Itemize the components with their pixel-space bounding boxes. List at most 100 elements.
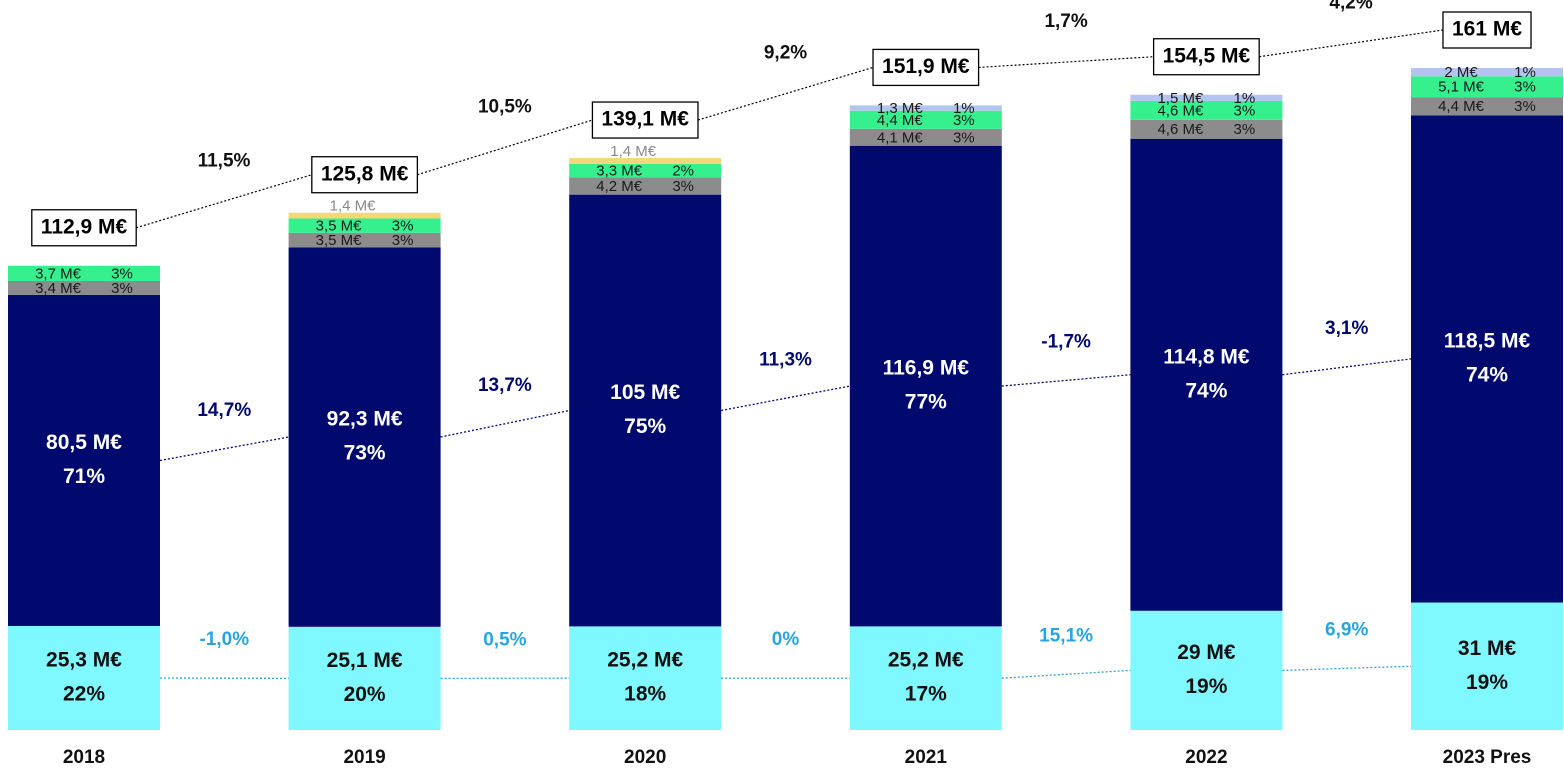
bar-segment — [849, 105, 1002, 111]
value-label: 1,5 M€ — [1157, 90, 1204, 107]
bar-segment — [849, 145, 1002, 627]
percent-label: 3% — [1234, 121, 1256, 138]
percent-label: 74% — [1466, 363, 1508, 386]
total-box — [31, 209, 137, 247]
percent-label: 19% — [1185, 675, 1227, 698]
x-tick-label: 2018 — [63, 747, 105, 768]
total-label: 151,9 M€ — [882, 55, 970, 78]
x-tick-label: 2022 — [1185, 747, 1227, 768]
trend-line — [1282, 358, 1412, 376]
percent-label: 3% — [111, 280, 133, 297]
percent-label: 73% — [344, 442, 386, 465]
bar-segment — [288, 247, 441, 627]
percent-label: 1% — [1514, 64, 1536, 81]
bar-segment — [1130, 610, 1283, 730]
value-label: 105 M€ — [610, 381, 680, 404]
total-growth-label: 11,5% — [198, 150, 251, 171]
trend-line — [721, 385, 850, 412]
value-label: 1,3 M€ — [877, 100, 924, 117]
total-growth-label: 4,2% — [1329, 0, 1372, 13]
value-label: 4,1 M€ — [877, 129, 924, 146]
value-label: 1,4 M€ — [610, 143, 657, 160]
value-label: 1,4 M€ — [330, 198, 377, 215]
percent-label: 3% — [1514, 79, 1536, 96]
bar-segment — [1411, 97, 1563, 116]
value-label: 5,1 M€ — [1438, 79, 1485, 96]
percent-label: 22% — [63, 683, 105, 706]
total-trend-line — [697, 66, 874, 121]
bar-segment — [1130, 94, 1283, 101]
value-label: 3,3 M€ — [596, 163, 643, 180]
total-box — [1152, 38, 1260, 76]
percent-label: 77% — [905, 391, 947, 414]
value-label: 4,2 M€ — [596, 178, 643, 195]
trend-line — [1282, 665, 1412, 672]
percent-label: 2% — [672, 163, 694, 180]
trend-line — [1001, 374, 1131, 387]
value-label: 118,5 M€ — [1444, 329, 1531, 352]
percent-label: 3% — [392, 232, 414, 249]
total-label: 125,8 M€ — [321, 162, 409, 185]
total-growth-label: 10,5% — [478, 96, 532, 117]
bar-segment — [1411, 68, 1563, 77]
value-label: 114,8 M€ — [1163, 345, 1250, 368]
trend-line — [1001, 669, 1131, 679]
x-tick-label: 2019 — [343, 747, 385, 768]
percent-label: 3% — [111, 265, 133, 282]
percent-label: 1% — [953, 100, 975, 117]
value-label: 31 M€ — [1458, 637, 1517, 660]
value-label: 25,2 M€ — [607, 649, 683, 672]
total-label: 154,5 M€ — [1163, 44, 1251, 67]
value-label: 3,5 M€ — [316, 218, 363, 235]
x-tick-label: 2021 — [905, 747, 948, 768]
value-label: 80,5 M€ — [46, 431, 122, 454]
bar-segment — [569, 158, 722, 164]
value-label: 2 M€ — [1444, 64, 1478, 81]
bar-segment — [849, 128, 1002, 146]
percent-label: 75% — [624, 415, 666, 438]
total-box — [311, 156, 419, 194]
value-label: 3,7 M€ — [35, 265, 82, 282]
value-label: 4,4 M€ — [877, 112, 924, 129]
growth-label: 13,7% — [478, 375, 532, 396]
bar-segment — [1130, 119, 1283, 139]
growth-label: 0,5% — [483, 629, 526, 650]
bar-segment — [569, 163, 722, 178]
total-trend-line — [978, 56, 1154, 69]
value-label: 29 M€ — [1177, 641, 1236, 664]
value-label: 25,2 M€ — [888, 649, 964, 672]
percent-label: 3% — [1514, 98, 1536, 115]
percent-label: 74% — [1185, 379, 1227, 402]
bar-segment — [1411, 115, 1563, 603]
growth-label: 0% — [772, 629, 800, 650]
percent-label: 3% — [953, 112, 975, 129]
bar-segment — [288, 232, 441, 248]
total-box — [872, 48, 980, 87]
percent-label: 3% — [1234, 102, 1256, 119]
total-box — [1442, 11, 1532, 49]
total-label: 139,1 M€ — [601, 108, 689, 131]
growth-label: 6,9% — [1325, 619, 1368, 640]
trend-line — [440, 409, 570, 438]
total-trend-line — [136, 174, 312, 229]
growth-label: 14,7% — [197, 400, 251, 421]
percent-label: 3% — [953, 129, 975, 146]
value-label: 3,4 M€ — [35, 280, 82, 297]
x-tick-label: 2023 Pres — [1443, 747, 1532, 768]
value-label: 4,6 M€ — [1157, 102, 1204, 119]
growth-label: 3,1% — [1325, 318, 1368, 339]
bar-segment — [8, 280, 160, 295]
bar-segment — [1130, 138, 1283, 611]
percent-label: 19% — [1466, 671, 1508, 694]
total-label: 161 M€ — [1452, 18, 1522, 41]
percent-label: 71% — [63, 465, 105, 488]
value-label: 4,6 M€ — [1157, 121, 1204, 138]
value-label: 25,3 M€ — [46, 649, 122, 672]
total-label: 112,9 M€ — [41, 215, 128, 238]
bar-segment — [1130, 100, 1283, 120]
growth-label: 15,1% — [1039, 625, 1093, 646]
value-label: 4,4 M€ — [1438, 98, 1485, 115]
bar-segment — [849, 110, 1002, 129]
